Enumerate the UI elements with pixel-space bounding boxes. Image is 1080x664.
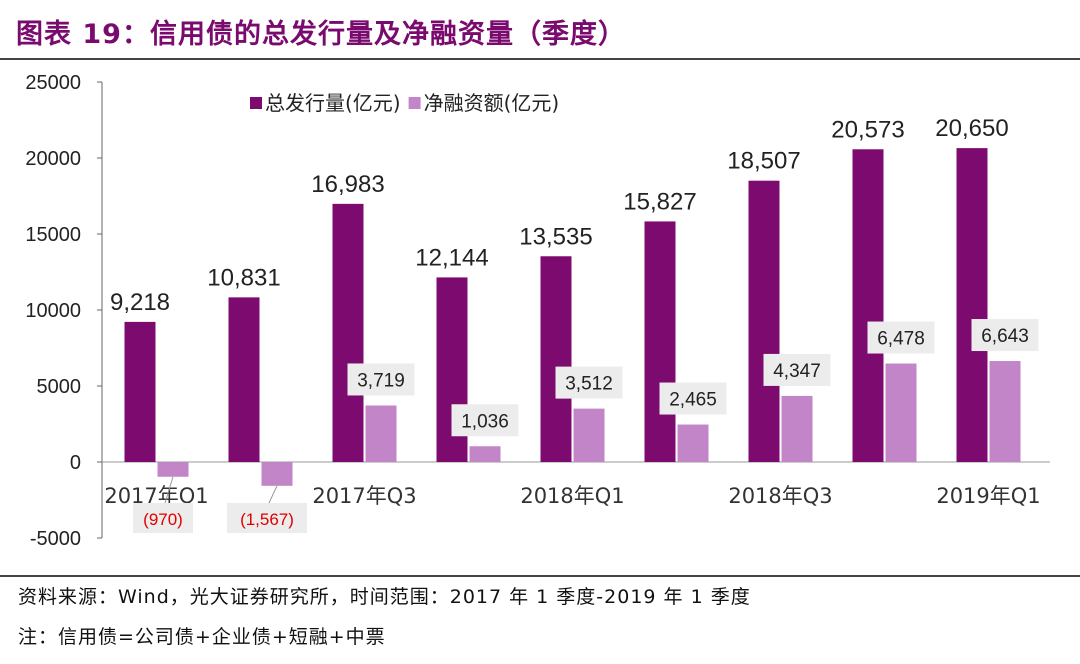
data-label-net: 3,512 [565, 374, 613, 395]
legend-swatch [408, 97, 421, 109]
chart-data-labels: 9,218 (970) 10,831 (1,567) 16,983 3,719 12,144… [110, 115, 1039, 533]
data-label-net: 6,643 [981, 326, 1029, 347]
bar-net-financing [157, 462, 189, 477]
data-label-box [133, 503, 193, 533]
y-tick-label: 25000 [25, 72, 81, 94]
bar-total-issuance [852, 149, 884, 462]
data-label-box [867, 321, 935, 354]
top-rule [0, 58, 1080, 60]
data-label-total: 20,650 [935, 115, 1008, 142]
bar-net-financing [261, 462, 293, 486]
source-note: 资料来源：Wind，光大证券研究所，时间范围：2017 年 1 季度-2019 … [18, 586, 751, 608]
data-label-net: (970) [143, 510, 183, 529]
bar-total-issuance [124, 321, 156, 462]
data-label-box [347, 363, 415, 396]
data-label-box [451, 404, 519, 437]
x-tick-label: 2018年Q3 [728, 484, 832, 508]
legend-swatch [250, 97, 262, 109]
data-label-leader [164, 476, 174, 504]
data-label-box [971, 319, 1039, 352]
data-label-total: 18,507 [727, 148, 800, 175]
chart-legend: 总发行量(亿元) 净融资额(亿元) [250, 91, 559, 115]
data-label-total: 15,827 [623, 188, 696, 215]
bar-total-issuance [644, 221, 676, 462]
bar-net-financing [677, 424, 709, 462]
data-label-net: (1,567) [240, 510, 294, 529]
x-tick-label: 2019年Q1 [936, 484, 1040, 508]
bar-total-issuance [748, 180, 780, 462]
data-label-total: 13,535 [519, 223, 592, 250]
footnote: 注：信用债=公司债+企业债+短融+中票 [18, 626, 386, 648]
x-tick-label: 2018年Q1 [520, 484, 624, 508]
y-tick-label: 20000 [25, 148, 81, 170]
data-label-leader [268, 485, 278, 504]
data-label-net: 1,036 [461, 411, 509, 432]
y-tick-label: 15000 [25, 224, 81, 246]
data-label-box [227, 503, 307, 533]
bar-net-financing [365, 405, 397, 462]
bar-net-financing [469, 446, 501, 462]
bottom-rule [0, 575, 1080, 577]
data-label-total: 9,218 [110, 289, 170, 316]
data-label-total: 10,831 [207, 264, 280, 291]
legend-label: 净融资额(亿元) [424, 91, 560, 115]
data-label-box [763, 353, 831, 386]
data-label-net: 6,478 [877, 329, 925, 350]
bar-net-financing [573, 408, 605, 462]
data-label-total: 20,573 [831, 116, 904, 143]
y-tick-label: 5000 [37, 376, 82, 398]
x-tick-label: 2017年Q3 [312, 484, 416, 508]
bar-total-issuance [956, 148, 988, 462]
data-label-box [659, 382, 727, 415]
data-label-net: 3,719 [357, 370, 405, 391]
legend-label: 总发行量(亿元) [265, 91, 401, 115]
y-tick-label: -5000 [30, 528, 81, 550]
data-label-box [555, 366, 623, 399]
bar-total-issuance [332, 203, 364, 462]
y-tick-label: 10000 [25, 300, 81, 322]
figure-title: 图表 19：信用债的总发行量及净融资量（季度） [16, 19, 626, 50]
data-label-total: 16,983 [311, 171, 384, 198]
chart-bars [124, 148, 1021, 486]
data-label-total: 12,144 [415, 244, 488, 271]
bar-total-issuance [540, 256, 572, 462]
y-tick-label: 0 [70, 452, 81, 474]
data-label-net: 2,465 [669, 390, 717, 411]
data-label-net: 4,347 [773, 361, 821, 382]
bar-total-issuance [228, 297, 260, 462]
bar-net-financing [781, 395, 813, 462]
bar-net-financing [989, 361, 1021, 462]
bar-net-financing [885, 363, 917, 462]
